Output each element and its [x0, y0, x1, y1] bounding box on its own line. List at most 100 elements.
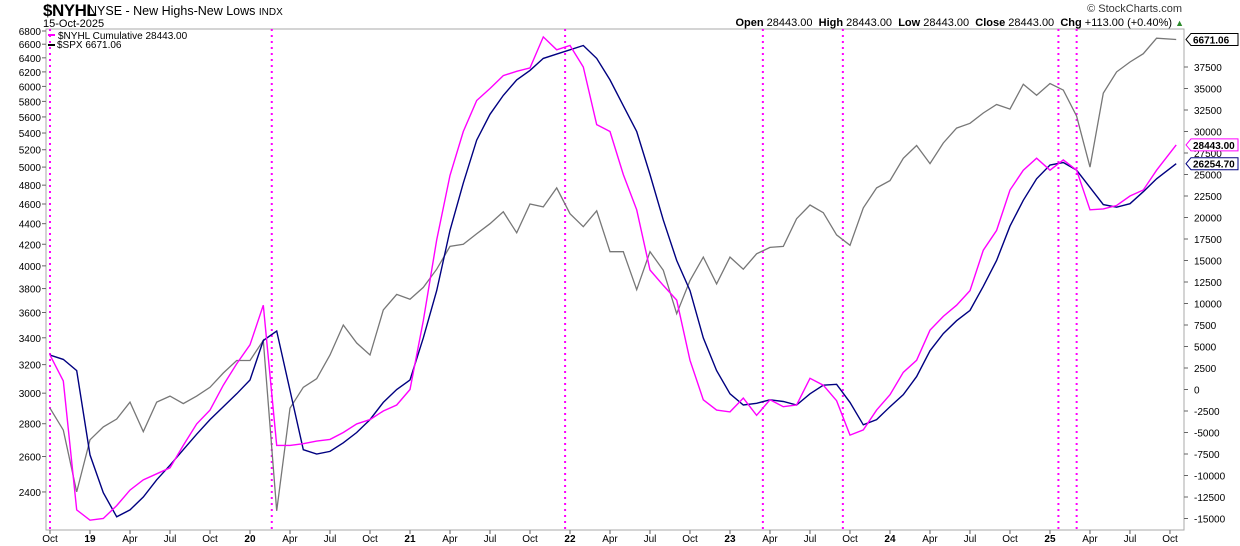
left-tick-label: 5400 [19, 129, 42, 140]
x-tick-label: Oct [522, 534, 538, 545]
up-arrow-icon: ▲ [1175, 18, 1184, 28]
x-tick-label: 20 [244, 534, 256, 545]
high-value: 28443.00 [846, 17, 893, 29]
left-tick-label: 4400 [19, 220, 42, 231]
nyhl-last-value-tag: 28443.00 [1185, 138, 1239, 152]
right-tick-label: 25000 [1194, 171, 1222, 182]
right-tick-label: 12500 [1194, 278, 1222, 289]
symbol: $NYHL [43, 1, 97, 20]
description-text: NYSE - New Highs-New Lows [88, 4, 256, 18]
left-tick-label: 3200 [19, 361, 42, 372]
left-tick-label: 4600 [19, 200, 42, 211]
right-tick-label: 37500 [1194, 63, 1222, 74]
right-tick-label: 2500 [1194, 364, 1217, 375]
left-tick-label: 6800 [19, 27, 42, 38]
x-tick-label: Oct [842, 534, 858, 545]
close-value: 28443.00 [1008, 17, 1055, 29]
x-tick-label: Apr [442, 534, 458, 545]
symbol-description: NYSE - New Highs-New Lows INDX [88, 4, 283, 18]
right-tick-label: -7500 [1194, 450, 1220, 461]
x-tick-label: Oct [362, 534, 378, 545]
low-label: Low [898, 17, 921, 29]
x-tick-label: 25 [1044, 534, 1056, 545]
nyhl-last-value-tag-text: 28443.00 [1193, 141, 1235, 152]
symbol-type: INDX [258, 7, 283, 18]
right-tick-label: 20000 [1194, 214, 1222, 225]
right-tick-label: -2500 [1194, 407, 1220, 418]
left-tick-label: 3600 [19, 308, 42, 319]
x-tick-label: Oct [682, 534, 698, 545]
right-tick-label: 0 [1194, 386, 1200, 397]
x-tick-label: 23 [724, 534, 736, 545]
ma-last-value-tag: 26254.70 [1185, 157, 1239, 171]
right-tick-label: 22500 [1194, 192, 1222, 203]
spx-last-value-tag-text: 6671.06 [1193, 35, 1230, 46]
ma-last-value-tag-box [1185, 157, 1239, 171]
left-tick-label: 3000 [19, 389, 42, 400]
x-tick-label: Apr [122, 534, 138, 545]
left-tick-label: 4000 [19, 262, 42, 273]
right-tick-label: 17500 [1194, 235, 1222, 246]
right-tick-label: -12500 [1194, 493, 1226, 504]
left-tick-label: 5200 [19, 146, 42, 157]
right-tick-label: 5000 [1194, 343, 1217, 354]
x-tick-label: Apr [1082, 534, 1098, 545]
right-tick-label: -5000 [1194, 429, 1220, 440]
spx-last-value-tag: 6671.06 [1185, 32, 1239, 46]
left-tick-label: 6400 [19, 54, 42, 65]
x-tick-label: Jul [964, 534, 977, 545]
chg-value: +113.00 (+0.40%) [1084, 17, 1173, 29]
x-tick-label: Jul [804, 534, 817, 545]
nyhl-moving-average-line [49, 44, 1177, 518]
left-tick-label: 5000 [19, 163, 42, 174]
x-tick-label: 21 [404, 534, 416, 545]
left-tick-label: 2800 [19, 420, 42, 431]
legend-label-spx: $SPX 6671.06 [57, 40, 122, 51]
nyhl-last-value-tag-box [1185, 138, 1239, 152]
left-tick-label: 5800 [19, 97, 42, 108]
right-tick-label: 27500 [1194, 149, 1222, 160]
left-tick-label: 5600 [19, 113, 42, 124]
left-tick-label: 2600 [19, 453, 42, 464]
plot-frame [45, 28, 1185, 531]
ohlc-readout: Open 28443.00 High 28443.00 Low 28443.00… [735, 17, 1184, 29]
left-tick-label: 6200 [19, 68, 42, 79]
left-tick-label: 4800 [19, 181, 42, 192]
left-tick-label: 6600 [19, 40, 42, 51]
x-tick-label: Apr [922, 534, 938, 545]
x-tick-label: Oct [202, 534, 218, 545]
x-tick-label: Oct [1162, 534, 1178, 545]
right-tick-label: 35000 [1194, 85, 1222, 96]
x-tick-label: Apr [282, 534, 298, 545]
nyhl-cumulative-line [49, 35, 1177, 521]
x-tick-label: Jul [324, 534, 337, 545]
right-tick-label: -15000 [1194, 515, 1226, 526]
legend: $NYHL Cumulative 28443.00$SPX 6671.06 [48, 31, 188, 51]
left-tick-label: 6000 [19, 82, 42, 93]
high-label: High [818, 17, 844, 29]
ma-last-value-tag-text: 26254.70 [1193, 160, 1235, 171]
right-tick-label: 30000 [1194, 128, 1222, 139]
x-tick-label: Apr [762, 534, 778, 545]
x-tick-label: Apr [602, 534, 618, 545]
chg-label: Chg [1060, 17, 1082, 29]
x-tick-label: Jul [484, 534, 497, 545]
low-value: 28443.00 [923, 17, 970, 29]
legend-label-nyhl: $NYHL Cumulative 28443.00 [58, 31, 188, 42]
x-tick-label: 19 [84, 534, 96, 545]
x-tick-label: Jul [1124, 534, 1137, 545]
left-tick-label: 3800 [19, 285, 42, 296]
left-tick-label: 2400 [19, 488, 42, 499]
right-tick-label: 10000 [1194, 300, 1222, 311]
chart-date: 15-Oct-2025 [43, 18, 105, 30]
x-tick-label: Oct [42, 534, 58, 545]
left-tick-label: 4200 [19, 240, 42, 251]
open-label: Open [735, 17, 764, 29]
x-tick-label: Jul [164, 534, 177, 545]
x-tick-label: 22 [564, 534, 576, 545]
right-tick-label: 32500 [1194, 106, 1222, 117]
brand-watermark: © StockCharts.com [1087, 3, 1182, 15]
open-value: 28443.00 [766, 17, 813, 29]
